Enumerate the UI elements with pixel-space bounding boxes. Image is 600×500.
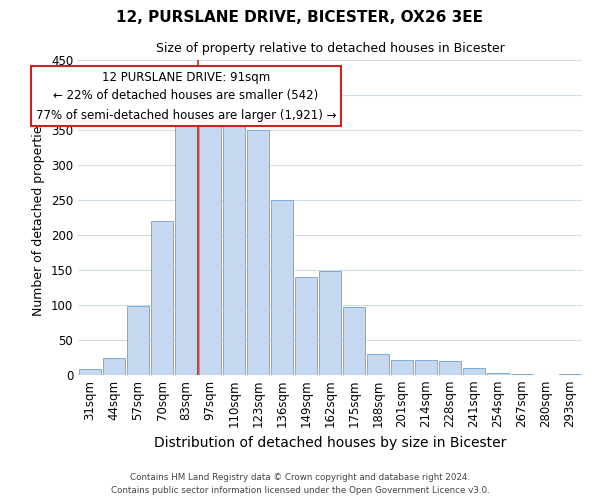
X-axis label: Distribution of detached houses by size in Bicester: Distribution of detached houses by size …: [154, 436, 506, 450]
Bar: [319, 272, 341, 375]
Bar: [223, 120, 245, 375]
Bar: [391, 360, 413, 375]
Bar: [103, 358, 125, 375]
Text: Contains HM Land Registry data © Crown copyright and database right 2024.
Contai: Contains HM Land Registry data © Crown c…: [110, 474, 490, 495]
Text: 12 PURSLANE DRIVE: 91sqm
← 22% of detached houses are smaller (542)
77% of semi-: 12 PURSLANE DRIVE: 91sqm ← 22% of detach…: [36, 70, 336, 122]
Bar: [439, 361, 461, 375]
Bar: [295, 277, 317, 375]
Bar: [463, 368, 485, 375]
Y-axis label: Number of detached properties: Number of detached properties: [32, 119, 46, 316]
Bar: [271, 200, 293, 375]
Bar: [343, 307, 365, 375]
Title: Size of property relative to detached houses in Bicester: Size of property relative to detached ho…: [155, 42, 505, 54]
Bar: [127, 306, 149, 375]
Bar: [511, 374, 533, 375]
Bar: [199, 120, 221, 375]
Bar: [415, 360, 437, 375]
Bar: [559, 374, 581, 375]
Bar: [367, 354, 389, 375]
Bar: [175, 123, 197, 375]
Bar: [151, 221, 173, 375]
Bar: [247, 130, 269, 375]
Bar: [79, 370, 101, 375]
Text: 12, PURSLANE DRIVE, BICESTER, OX26 3EE: 12, PURSLANE DRIVE, BICESTER, OX26 3EE: [116, 10, 484, 25]
Bar: [487, 373, 509, 375]
